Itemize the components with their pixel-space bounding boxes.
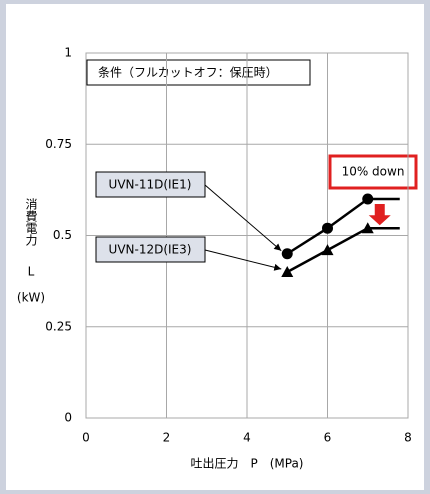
x-axis-label: 吐出圧力 P (MPa) bbox=[190, 457, 303, 471]
y-tick-label: 0.75 bbox=[45, 137, 72, 151]
leader-arrow bbox=[204, 184, 282, 252]
y-axis-label: (kW) bbox=[17, 291, 45, 305]
marker bbox=[321, 244, 334, 256]
x-tick-label: 0 bbox=[82, 431, 90, 445]
reduction-arrow bbox=[368, 204, 391, 226]
leader-arrow bbox=[204, 249, 282, 271]
legend-label: UVN-12D(IE3) bbox=[109, 243, 192, 257]
y-tick-label: 0.25 bbox=[45, 319, 72, 333]
annotation: 条件（フルカットオフ：保圧時） bbox=[98, 66, 278, 80]
legend-box bbox=[95, 171, 206, 198]
y-axis-label: L bbox=[28, 265, 35, 279]
y-tick-label: 1 bbox=[64, 46, 72, 60]
y-tick-label: 0.5 bbox=[53, 228, 72, 242]
marker bbox=[281, 248, 293, 260]
x-tick-label: 8 bbox=[404, 431, 412, 445]
legend-label: UVN-11D(IE1) bbox=[109, 178, 192, 192]
annotation-box bbox=[86, 59, 311, 86]
x-tick-label: 6 bbox=[324, 431, 332, 445]
y-tick-label: 0 bbox=[64, 411, 72, 425]
x-tick-label: 4 bbox=[243, 431, 251, 445]
legend-box bbox=[95, 236, 206, 263]
callout: 10% down bbox=[342, 165, 405, 179]
marker bbox=[322, 222, 333, 234]
x-tick-label: 2 bbox=[163, 431, 171, 445]
y-axis-label: 消費電力 bbox=[24, 198, 38, 247]
callout-box bbox=[328, 154, 418, 190]
marker bbox=[281, 266, 294, 277]
